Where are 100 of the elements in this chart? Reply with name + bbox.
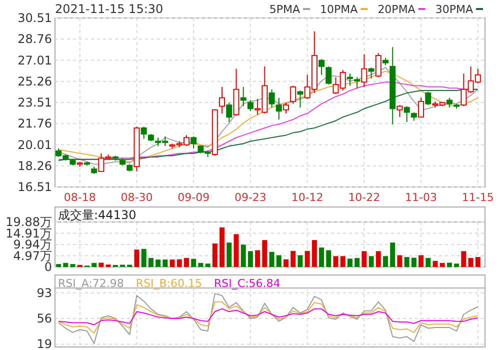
candlestick (361, 54, 368, 88)
y-tick-label: 25.26 (18, 74, 52, 88)
chart-title: 2021-11-15 15:30 (55, 2, 164, 16)
bar (255, 250, 260, 267)
bar (226, 242, 232, 267)
bar (446, 262, 452, 267)
bar (397, 255, 402, 267)
bar (326, 250, 332, 267)
y-tick-label: 27.01 (18, 53, 52, 68)
bar (347, 258, 352, 267)
candlestick (247, 100, 254, 112)
candlestick (318, 58, 325, 76)
bar (440, 262, 445, 267)
bar (368, 256, 374, 267)
line-series (58, 308, 478, 326)
series-label: RSI_A:72.98 (58, 277, 124, 290)
bar (205, 264, 210, 267)
x-tick-label: 08-30 (120, 191, 153, 204)
y-tick-label: 93 (36, 286, 52, 300)
bar (184, 258, 189, 267)
bar (304, 250, 310, 267)
bar (220, 227, 225, 267)
bar (134, 250, 140, 267)
bar (454, 264, 460, 267)
y-tick-label: 20.01 (18, 138, 52, 152)
bar (418, 255, 424, 267)
y-tick-label: 28.76 (18, 32, 52, 46)
x-tick-label: 09-09 (178, 191, 210, 204)
candlestick (368, 67, 374, 79)
bar (170, 260, 175, 267)
bar (198, 262, 204, 267)
candlestick (190, 136, 197, 149)
x-tick-label: 11-03 (405, 191, 438, 204)
bar (141, 248, 146, 267)
bar (404, 257, 410, 267)
chart-title: 成交量:44130 (58, 208, 136, 222)
x-tick-label: 10-22 (348, 191, 380, 204)
candlestick (354, 76, 360, 89)
bar (240, 244, 246, 267)
bar (290, 250, 296, 267)
bar (156, 260, 161, 267)
bar (70, 264, 76, 267)
bar (382, 256, 388, 267)
bar (354, 258, 360, 267)
bar (269, 252, 274, 267)
candlestick (268, 88, 275, 108)
bar (362, 251, 367, 267)
candlestick (297, 90, 304, 108)
bar (283, 259, 288, 267)
bar (148, 258, 154, 267)
candlestick (326, 66, 332, 86)
legend-label: 20PMA (378, 3, 416, 16)
bar (298, 255, 303, 267)
bar (411, 258, 416, 267)
x-tick-label: 08-18 (64, 191, 96, 204)
bar (176, 259, 182, 267)
y-tick-label: 56 (36, 312, 52, 326)
y-tick-label: 16.51 (18, 180, 52, 194)
bar (162, 260, 168, 267)
y-tick-label: 30.51 (18, 11, 52, 25)
x-tick-label: 10-12 (291, 191, 324, 204)
bar (262, 240, 268, 267)
bar (276, 255, 282, 267)
y-tick-label: 18.26 (18, 158, 52, 173)
candlestick (418, 97, 424, 118)
y-tick-label: 19 (36, 337, 52, 350)
candlestick (219, 86, 226, 114)
bar (432, 260, 438, 267)
bar (426, 258, 431, 267)
series-label: RSI_B:60.15 (136, 277, 202, 290)
bar (340, 256, 346, 267)
candlestick (404, 106, 410, 122)
bar (390, 242, 396, 267)
bar (468, 258, 474, 267)
bar (98, 262, 104, 267)
bar (56, 264, 62, 267)
y-tick-label: 0 (44, 260, 52, 274)
candlestick (282, 102, 289, 114)
line-series (58, 301, 478, 334)
legend-label: 30PMA (435, 3, 474, 16)
bar (319, 248, 324, 267)
candlestick (346, 73, 353, 86)
x-tick-label: 09-23 (234, 191, 266, 204)
candlestick (290, 85, 296, 104)
bar (475, 257, 480, 267)
y-tick-label: 4.97万 (13, 248, 52, 263)
candlestick (446, 97, 452, 108)
bar (191, 258, 196, 267)
bar (376, 251, 381, 267)
y-tick-label: 19.88万 (6, 215, 52, 229)
bar (212, 243, 218, 267)
line-series (58, 293, 478, 344)
bar (312, 240, 317, 267)
y-tick-label: 9.94万 (13, 238, 52, 252)
y-tick-label: 14.91万 (6, 226, 52, 240)
bar (461, 251, 466, 267)
series-label: RSI_C:56.84 (214, 277, 280, 290)
candlestick (375, 52, 382, 78)
candlestick (240, 86, 246, 107)
legend-label: 5PMA (269, 3, 300, 16)
